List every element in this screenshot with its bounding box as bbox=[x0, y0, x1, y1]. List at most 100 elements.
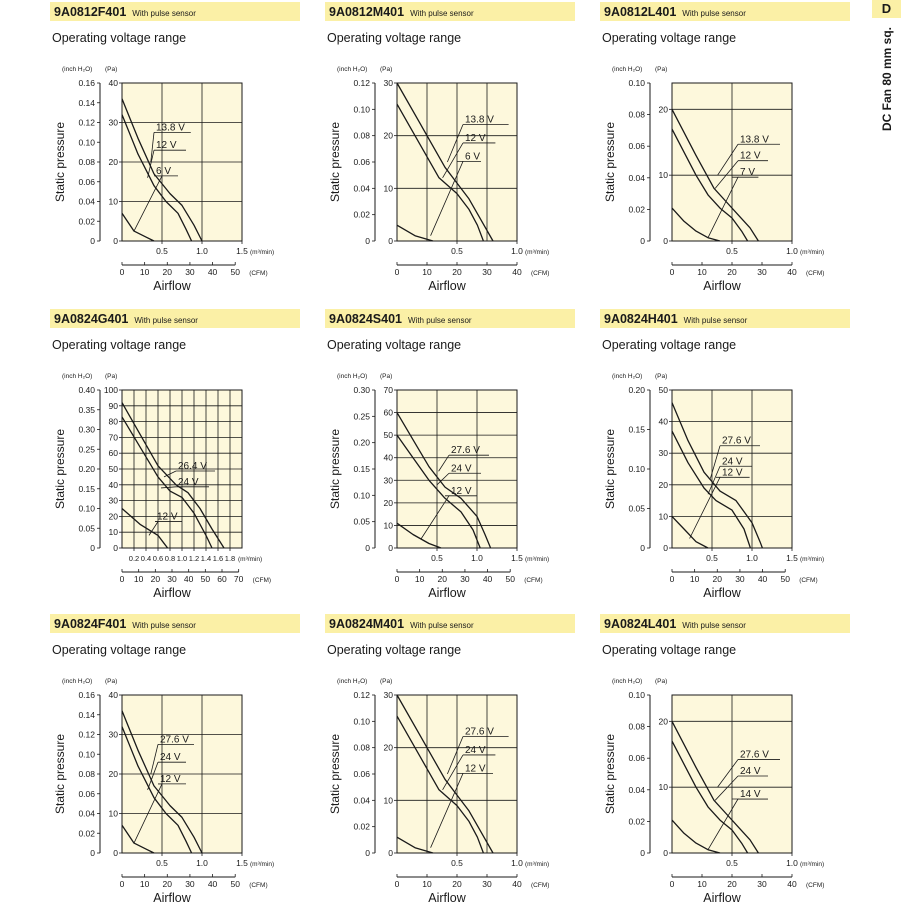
chart-svg: (inch H₂O) (Pa) 0 0.05 0.10 0.15 0.20 0.25 0.30 0… bbox=[328, 373, 549, 600]
pa-tick-label: 30 bbox=[109, 118, 119, 128]
cfm-tick-label: 30 bbox=[757, 879, 767, 889]
sensor-note: With pulse sensor bbox=[683, 316, 748, 325]
pa-tick-label: 10 bbox=[109, 809, 119, 819]
cfm-tick-label: 0 bbox=[120, 879, 125, 889]
x-axis-label: Airflow bbox=[428, 891, 466, 905]
pa-unit-label: (Pa) bbox=[380, 373, 392, 380]
chart-panel: 9A0824S401 With pulse sensor Operating vol… bbox=[325, 309, 575, 609]
m3-unit-label: (m³/min) bbox=[250, 249, 274, 256]
inch-tick-label: 0.12 bbox=[78, 730, 95, 740]
inch-tick-label: 0.12 bbox=[353, 78, 370, 88]
inch-unit-label: (inch H₂O) bbox=[62, 373, 92, 380]
cfm-tick-label: 30 bbox=[735, 574, 745, 584]
series-label: 26.4 V bbox=[178, 461, 207, 472]
inch-tick-label: 0 bbox=[365, 848, 370, 858]
inch-tick-label: 0 bbox=[365, 236, 370, 246]
series-label: 12 V bbox=[740, 151, 761, 162]
model-name: 9A0824S401 bbox=[329, 312, 402, 326]
cfm-tick-label: 20 bbox=[727, 879, 737, 889]
chart-svg: (inch H₂O) (Pa) 0 0.02 0.04 0.06 0.08 0.10 0.12 0… bbox=[328, 66, 549, 293]
inch-tick-label: 0.35 bbox=[78, 405, 95, 415]
label-leader bbox=[438, 454, 450, 472]
pa-tick-label: 0 bbox=[663, 848, 668, 858]
series-label: 6 V bbox=[156, 166, 171, 177]
pa-tick-label: 50 bbox=[109, 464, 119, 474]
chart-panel: 9A0824G401 With pulse sensor Operating vol… bbox=[50, 309, 300, 609]
x-axis-label: Airflow bbox=[428, 279, 466, 293]
cfm-unit-label: (CFM) bbox=[531, 882, 549, 889]
series-line bbox=[121, 402, 225, 549]
series-label: 13.8 V bbox=[465, 115, 494, 126]
pa-tick-label: 20 bbox=[109, 157, 119, 167]
chart-panel: 9A0824H401 With pulse sensor Operating vol… bbox=[600, 309, 850, 609]
cfm-unit-label: (CFM) bbox=[524, 577, 542, 584]
pa-tick-label: 50 bbox=[659, 385, 669, 395]
cfm-tick-label: 0 bbox=[395, 879, 400, 889]
pa-tick-label: 10 bbox=[384, 520, 394, 530]
inch-tick-label: 0.20 bbox=[353, 438, 370, 448]
model-header: 9A0824G401 With pulse sensor bbox=[50, 309, 300, 328]
pa-tick-label: 20 bbox=[384, 743, 394, 753]
inch-tick-label: 0.05 bbox=[353, 517, 370, 527]
label-leader bbox=[430, 773, 464, 848]
model-header: 9A0824L401 With pulse sensor bbox=[600, 614, 850, 633]
cfm-tick-label: 40 bbox=[208, 267, 218, 277]
series-label: 27.6 V bbox=[160, 734, 189, 745]
series-label: 12 V bbox=[465, 763, 486, 774]
cfm-unit-label: (CFM) bbox=[249, 882, 267, 889]
cfm-tick-label: 30 bbox=[167, 574, 177, 584]
pa-tick-label: 20 bbox=[659, 716, 669, 726]
model-name: 9A0824M401 bbox=[329, 617, 405, 631]
inch-tick-label: 0.08 bbox=[353, 743, 370, 753]
x-axis-label: Airflow bbox=[153, 891, 191, 905]
pa-tick-label: 10 bbox=[384, 795, 394, 805]
label-leader bbox=[150, 132, 155, 163]
inch-tick-label: 0.04 bbox=[78, 809, 95, 819]
range-label: Operating voltage range bbox=[602, 31, 737, 45]
inch-tick-label: 0.10 bbox=[628, 78, 645, 88]
pa-tick-label: 40 bbox=[109, 480, 119, 490]
pa-tick-label: 100 bbox=[104, 385, 118, 395]
cfm-tick-label: 0 bbox=[120, 267, 125, 277]
inch-tick-label: 0.40 bbox=[78, 385, 95, 395]
inch-tick-label: 0.10 bbox=[78, 749, 95, 759]
side-tab: D DC Fan 80 mm sq. bbox=[872, 0, 901, 152]
label-leader bbox=[447, 736, 464, 775]
pa-tick-label: 20 bbox=[659, 480, 669, 490]
label-leader bbox=[442, 754, 464, 791]
inch-tick-label: 0.10 bbox=[628, 464, 645, 474]
x-tick-label: 0.6 bbox=[153, 554, 163, 563]
label-leader bbox=[148, 521, 159, 536]
cfm-tick-label: 40 bbox=[787, 267, 797, 277]
series-line bbox=[121, 508, 169, 549]
x-tick-label: 0.4 bbox=[141, 554, 151, 563]
x-tick-label: 1.8 bbox=[225, 554, 235, 563]
cfm-tick-label: 0 bbox=[120, 574, 125, 584]
chart-svg: (inch H₂O) (Pa) 0 0.05 0.10 0.15 0.20 0 10 20 30 40… bbox=[603, 373, 824, 600]
sensor-note: With pulse sensor bbox=[682, 9, 746, 18]
cfm-tick-label: 40 bbox=[512, 267, 522, 277]
cfm-tick-label: 0 bbox=[670, 879, 675, 889]
pa-tick-label: 20 bbox=[384, 131, 394, 141]
series-line bbox=[671, 819, 721, 854]
pa-tick-label: 30 bbox=[109, 730, 119, 740]
cfm-tick-label: 40 bbox=[758, 574, 768, 584]
pa-tick-label: 20 bbox=[659, 104, 669, 114]
cfm-tick-label: 10 bbox=[415, 574, 425, 584]
y-axis-label: Static pressure bbox=[53, 734, 67, 814]
series-line bbox=[121, 824, 155, 854]
series-line bbox=[671, 128, 749, 242]
pa-unit-label: (Pa) bbox=[105, 66, 117, 73]
side-tab-letter: D bbox=[872, 0, 901, 18]
pa-tick-label: 10 bbox=[659, 170, 669, 180]
inch-tick-label: 0.02 bbox=[353, 210, 370, 220]
chart-svg: (inch H₂O) (Pa) 0 0.02 0.04 0.06 0.08 0.10 0.12 0… bbox=[53, 678, 274, 905]
x-tick-label: 1.0 bbox=[177, 554, 187, 563]
m3-unit-label: (m³/min) bbox=[800, 249, 824, 256]
cfm-tick-label: 20 bbox=[163, 879, 173, 889]
series-label: 12 V bbox=[465, 133, 486, 144]
inch-tick-label: 0.08 bbox=[628, 722, 645, 732]
x-tick-label: 1.0 bbox=[196, 858, 208, 868]
pa-tick-label: 0 bbox=[113, 236, 118, 246]
cfm-tick-label: 20 bbox=[163, 267, 173, 277]
